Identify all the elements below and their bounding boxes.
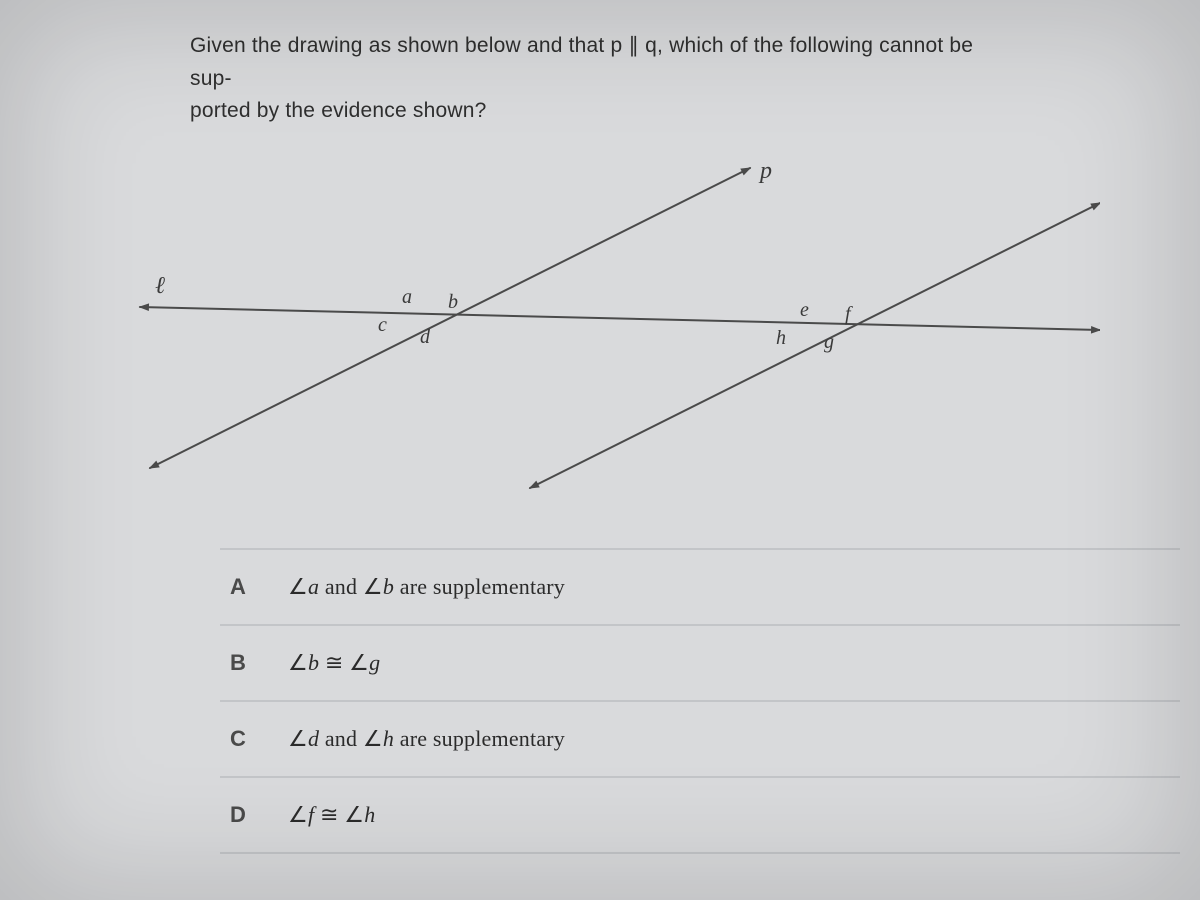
geometry-diagram: ℓpqabcdefhg: [100, 148, 1100, 508]
svg-text:a: a: [402, 286, 412, 308]
svg-text:f: f: [845, 303, 853, 325]
question-text: Given the drawing as shown below and tha…: [190, 30, 1010, 128]
page-root: Given the drawing as shown below and tha…: [0, 0, 1200, 900]
answer-letter: A: [230, 574, 260, 600]
answer-row-b[interactable]: B ∠b ≅ ∠g: [220, 624, 1180, 700]
svg-text:d: d: [420, 326, 431, 348]
answer-row-c[interactable]: C ∠d and ∠h are supplementary: [220, 700, 1180, 776]
svg-text:g: g: [824, 331, 834, 353]
svg-text:p: p: [758, 158, 772, 184]
question-line-2: ported by the evidence shown?: [190, 99, 487, 122]
answer-text: ∠b ≅ ∠g: [288, 650, 380, 676]
answer-row-a[interactable]: A ∠a and ∠b are supplementary: [220, 548, 1180, 624]
answer-letter: D: [230, 802, 260, 828]
svg-text:b: b: [448, 291, 458, 313]
answer-row-d[interactable]: D ∠f ≅ ∠h: [220, 776, 1180, 854]
answer-list: A ∠a and ∠b are supplementary B ∠b ≅ ∠g C ∠d …: [220, 548, 1180, 854]
answer-letter: B: [230, 650, 260, 676]
svg-text:ℓ: ℓ: [155, 273, 165, 299]
svg-text:h: h: [776, 327, 786, 349]
answer-text: ∠a and ∠b are supplementary: [288, 574, 565, 600]
answer-text: ∠f ≅ ∠h: [288, 802, 375, 828]
answer-text: ∠d and ∠h are supplementary: [288, 726, 565, 752]
answer-letter: C: [230, 726, 260, 752]
question-line-1: Given the drawing as shown below and tha…: [190, 34, 973, 90]
svg-text:c: c: [378, 314, 387, 336]
diagram-svg: ℓpqabcdefhg: [100, 148, 1100, 508]
svg-text:e: e: [800, 299, 809, 321]
